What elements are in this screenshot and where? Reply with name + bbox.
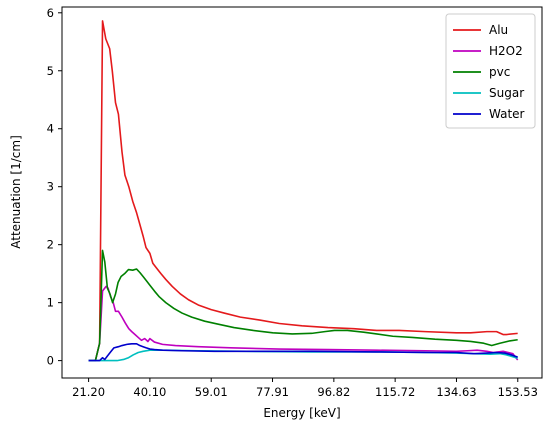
series-line-pvc bbox=[88, 249, 518, 362]
x-tick-label: 96.82 bbox=[317, 385, 350, 399]
y-tick-label: 5 bbox=[47, 64, 54, 78]
plot-frame bbox=[61, 6, 543, 379]
series-layer bbox=[88, 20, 519, 362]
x-tick-label: 77.91 bbox=[256, 385, 289, 399]
x-tick-label: 59.01 bbox=[195, 385, 228, 399]
legend: Alu H2O2 pvc Sugar Water bbox=[445, 13, 536, 129]
legend-label-h2o2: H2O2 bbox=[489, 44, 523, 58]
legend-box bbox=[445, 13, 536, 129]
y-tick-label: 6 bbox=[47, 6, 54, 20]
x-tick-label: 153.53 bbox=[498, 385, 538, 399]
y-tick-label: 4 bbox=[47, 122, 54, 136]
x-tick-label: 40.10 bbox=[133, 385, 166, 399]
series-line-water bbox=[88, 342, 518, 362]
legend-label-pvc: pvc bbox=[489, 65, 510, 79]
x-tick-label: 21.20 bbox=[72, 385, 105, 399]
x-tick-label: 115.72 bbox=[375, 385, 415, 399]
legend-label-alu: Alu bbox=[489, 23, 508, 37]
series-line-alu bbox=[88, 20, 518, 362]
y-tick-label: 0 bbox=[47, 354, 54, 368]
x-tick-label: 134.63 bbox=[436, 385, 476, 399]
y-tick-label: 3 bbox=[47, 180, 54, 194]
legend-label-sugar: Sugar bbox=[489, 86, 524, 100]
legend-label-water: Water bbox=[489, 107, 525, 121]
x-axis-ticks: 21.20 40.10 59.01 77.91 96.82 115.72 134.63 153… bbox=[72, 378, 538, 399]
x-axis-label: Energy [keV] bbox=[263, 406, 340, 420]
y-tick-label: 2 bbox=[47, 238, 54, 252]
y-tick-label: 1 bbox=[47, 296, 54, 310]
y-axis-ticks: 0 1 2 3 4 5 6 bbox=[47, 6, 62, 368]
y-axis-label: Attenuation [1/cm] bbox=[9, 135, 23, 248]
